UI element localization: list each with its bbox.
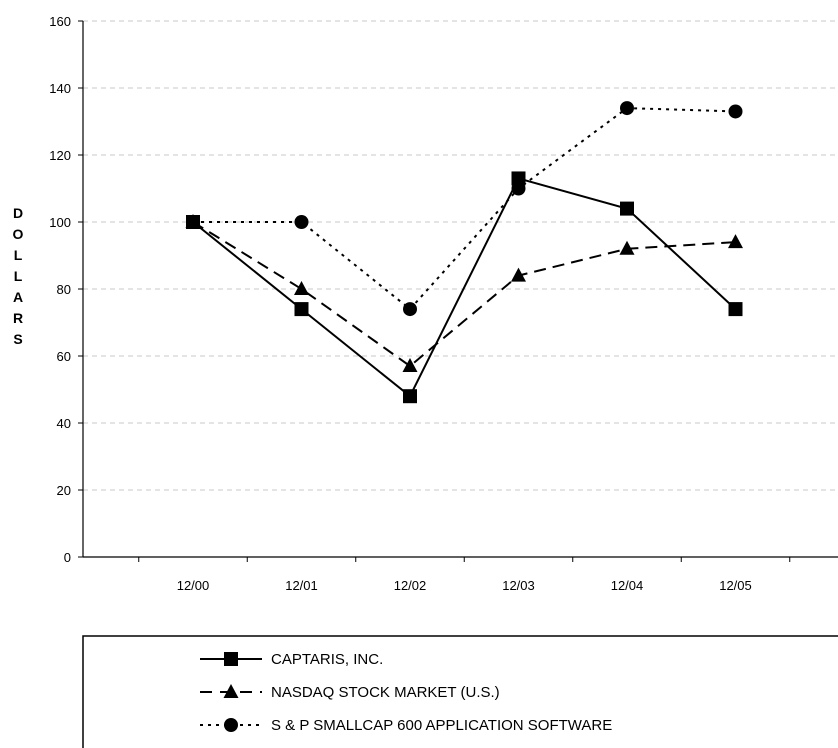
series-square: [186, 171, 743, 404]
legend-item: NASDAQ STOCK MARKET (U.S.): [200, 684, 500, 701]
legend-marker: [224, 652, 238, 666]
data-point: [511, 171, 526, 186]
legend-label: S & P SMALLCAP 600 APPLICATION SOFTWARE: [271, 717, 612, 734]
y-axis-label-letter: S: [13, 331, 22, 347]
data-point: [620, 201, 634, 216]
data-point: [511, 267, 526, 282]
series-line: [192, 177, 737, 398]
x-tick-label: 12/01: [285, 578, 318, 593]
data-point: [294, 302, 309, 317]
data-point: [402, 358, 418, 373]
y-axis-label-letter: R: [13, 310, 23, 326]
y-axis-label-letter: L: [14, 247, 23, 263]
x-tick-label: 12/03: [502, 578, 535, 593]
y-tick-label: 100: [49, 215, 71, 230]
axes: 0 20 40 60 80 100 120 140 160 12/00 12/01 12/02 12/0…: [49, 14, 838, 593]
x-tick-label: 12/05: [719, 578, 752, 593]
data-point: [728, 104, 743, 119]
data-point: [511, 181, 526, 196]
y-tick-label: 140: [49, 81, 71, 96]
legend: CAPTARIS, INC. NASDAQ STOCK MARKET (U.S.)…: [82, 635, 838, 748]
data-point: [620, 101, 634, 116]
legend-label: CAPTARIS, INC.: [271, 651, 383, 668]
data-point: [403, 389, 417, 404]
data-point: [728, 234, 743, 249]
y-tick-label: 60: [57, 349, 71, 364]
series-line: [193, 107, 736, 311]
x-tick-label: 12/02: [394, 578, 427, 593]
data-point: [403, 302, 417, 317]
x-tick-label: 12/00: [177, 578, 210, 593]
y-tick-label: 120: [49, 148, 71, 163]
gridlines: [83, 20, 838, 491]
data-point: [294, 215, 309, 229]
data-point: [294, 281, 309, 295]
x-tick-label: 12/04: [611, 578, 644, 593]
data-point: [186, 215, 200, 229]
y-tick-label: 40: [57, 416, 71, 431]
legend-label: NASDAQ STOCK MARKET (U.S.): [271, 684, 500, 701]
legend-item: S & P SMALLCAP 600 APPLICATION SOFTWARE: [200, 717, 612, 734]
y-tick-label: 80: [57, 282, 71, 297]
y-axis-label-letter: A: [13, 289, 23, 305]
y-tick-label: 160: [49, 14, 71, 29]
legend-item: CAPTARIS, INC.: [200, 651, 383, 668]
data-point: [728, 302, 743, 317]
y-axis-label-letter: L: [14, 268, 23, 284]
y-axis-label-letter: O: [13, 226, 24, 242]
data-point: [619, 240, 635, 255]
series-group: [185, 101, 743, 404]
y-tick-label: 20: [57, 483, 71, 498]
legend-marker: [224, 718, 238, 732]
legend-marker: [223, 684, 239, 698]
y-tick-label: 0: [64, 550, 71, 565]
series-circle: [186, 101, 743, 317]
y-axis-label-letter: D: [13, 205, 23, 221]
series-line: [192, 221, 736, 368]
